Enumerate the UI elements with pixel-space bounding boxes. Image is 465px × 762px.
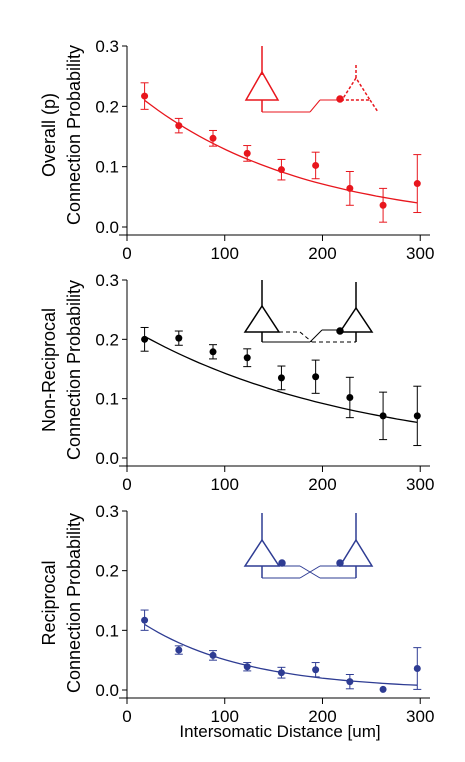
data-point [312,666,320,674]
data-point [379,685,387,693]
x-tick-label: 100 [211,475,239,494]
data-point [243,149,251,157]
y-tick-label: 0.0 [95,218,119,237]
data-point [379,412,387,420]
data-point [277,374,285,382]
panel-overall: Overall (p) Connection Probability 0.0 0.… [39,37,434,263]
y-tick-label: 0.3 [95,271,119,290]
neuron-schematic [243,280,374,343]
x-tick-label: 100 [211,244,239,263]
x-axis-label: Intersomatic Distance [um] [179,722,380,741]
data-point [209,134,217,142]
y-tick-label: 0.0 [95,449,119,468]
data-point [141,335,149,343]
data-point [209,348,217,356]
y-tick-label: 0.0 [95,681,119,700]
data-point [243,354,251,362]
y-tick-label: 0.2 [95,562,119,581]
data-point [312,161,320,169]
data-point [243,663,251,671]
x-tick-label: 300 [406,707,434,726]
data-point [413,412,421,420]
y-tick-label: 0.3 [95,37,119,56]
data-point [175,646,183,654]
panel-reciprocal: Reciprocal Connection Probability 0.0 0.1… [39,502,434,726]
x-tick-label: 200 [308,707,336,726]
data-point [141,92,149,100]
x-tick-label: 300 [406,244,434,263]
y-axis-label-line1: Non-Reciprocal [39,308,59,432]
x-tick-label: 0 [122,707,131,726]
x-tick-label: 200 [308,475,336,494]
y-axis-label-line1: Overall (p) [39,93,59,177]
data-point [413,665,421,673]
neuron-schematic [243,513,374,579]
data-point [277,669,285,677]
x-tick-label: 0 [122,475,131,494]
y-axis-label-line1: Reciprocal [39,560,59,645]
data-point [413,180,421,188]
data-point [346,393,354,401]
data-point [346,678,354,686]
x-tick-label: 200 [308,244,336,263]
y-axis-label-line2: Connection Probability [64,513,84,693]
data-point [277,166,285,174]
data-point [379,201,387,209]
y-tick-label: 0.1 [95,390,119,409]
fit-curve [144,99,418,204]
x-tick-label: 300 [406,475,434,494]
y-tick-label: 0.3 [95,502,119,521]
neuron-schematic [244,46,379,113]
data-point [141,616,149,624]
panel-non-reciprocal: Non-Reciprocal Connection Probability 0.… [39,271,434,494]
y-axis-label-line2: Connection Probability [64,280,84,460]
y-tick-label: 0.2 [95,97,119,116]
y-tick-label: 0.1 [95,158,119,177]
data-point [312,373,320,381]
x-tick-label: 0 [122,244,131,263]
fit-curve [144,335,418,424]
y-axis-label-line2: Connection Probability [64,45,84,225]
x-tick-label: 100 [211,707,239,726]
data-point [175,334,183,342]
y-tick-label: 0.1 [95,621,119,640]
data-point [346,184,354,192]
data-point [209,651,217,659]
data-point [175,122,183,130]
y-tick-label: 0.2 [95,330,119,349]
